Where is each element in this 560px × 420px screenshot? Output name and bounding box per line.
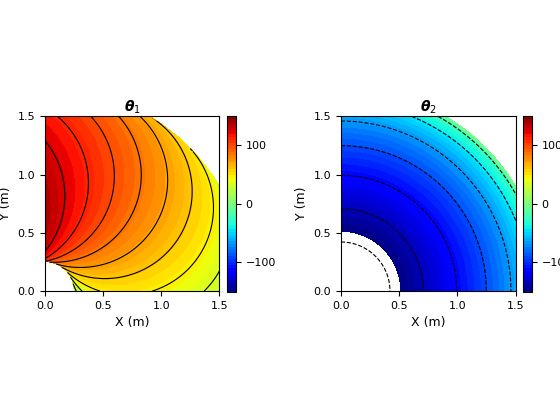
Y-axis label: Y (m): Y (m) [0, 187, 12, 220]
X-axis label: X (m): X (m) [411, 316, 446, 329]
Title: $\boldsymbol{\theta}_2$: $\boldsymbol{\theta}_2$ [420, 99, 437, 116]
X-axis label: X (m): X (m) [115, 316, 150, 329]
Y-axis label: Y (m): Y (m) [295, 187, 308, 220]
Title: $\boldsymbol{\theta}_1$: $\boldsymbol{\theta}_1$ [124, 99, 141, 116]
